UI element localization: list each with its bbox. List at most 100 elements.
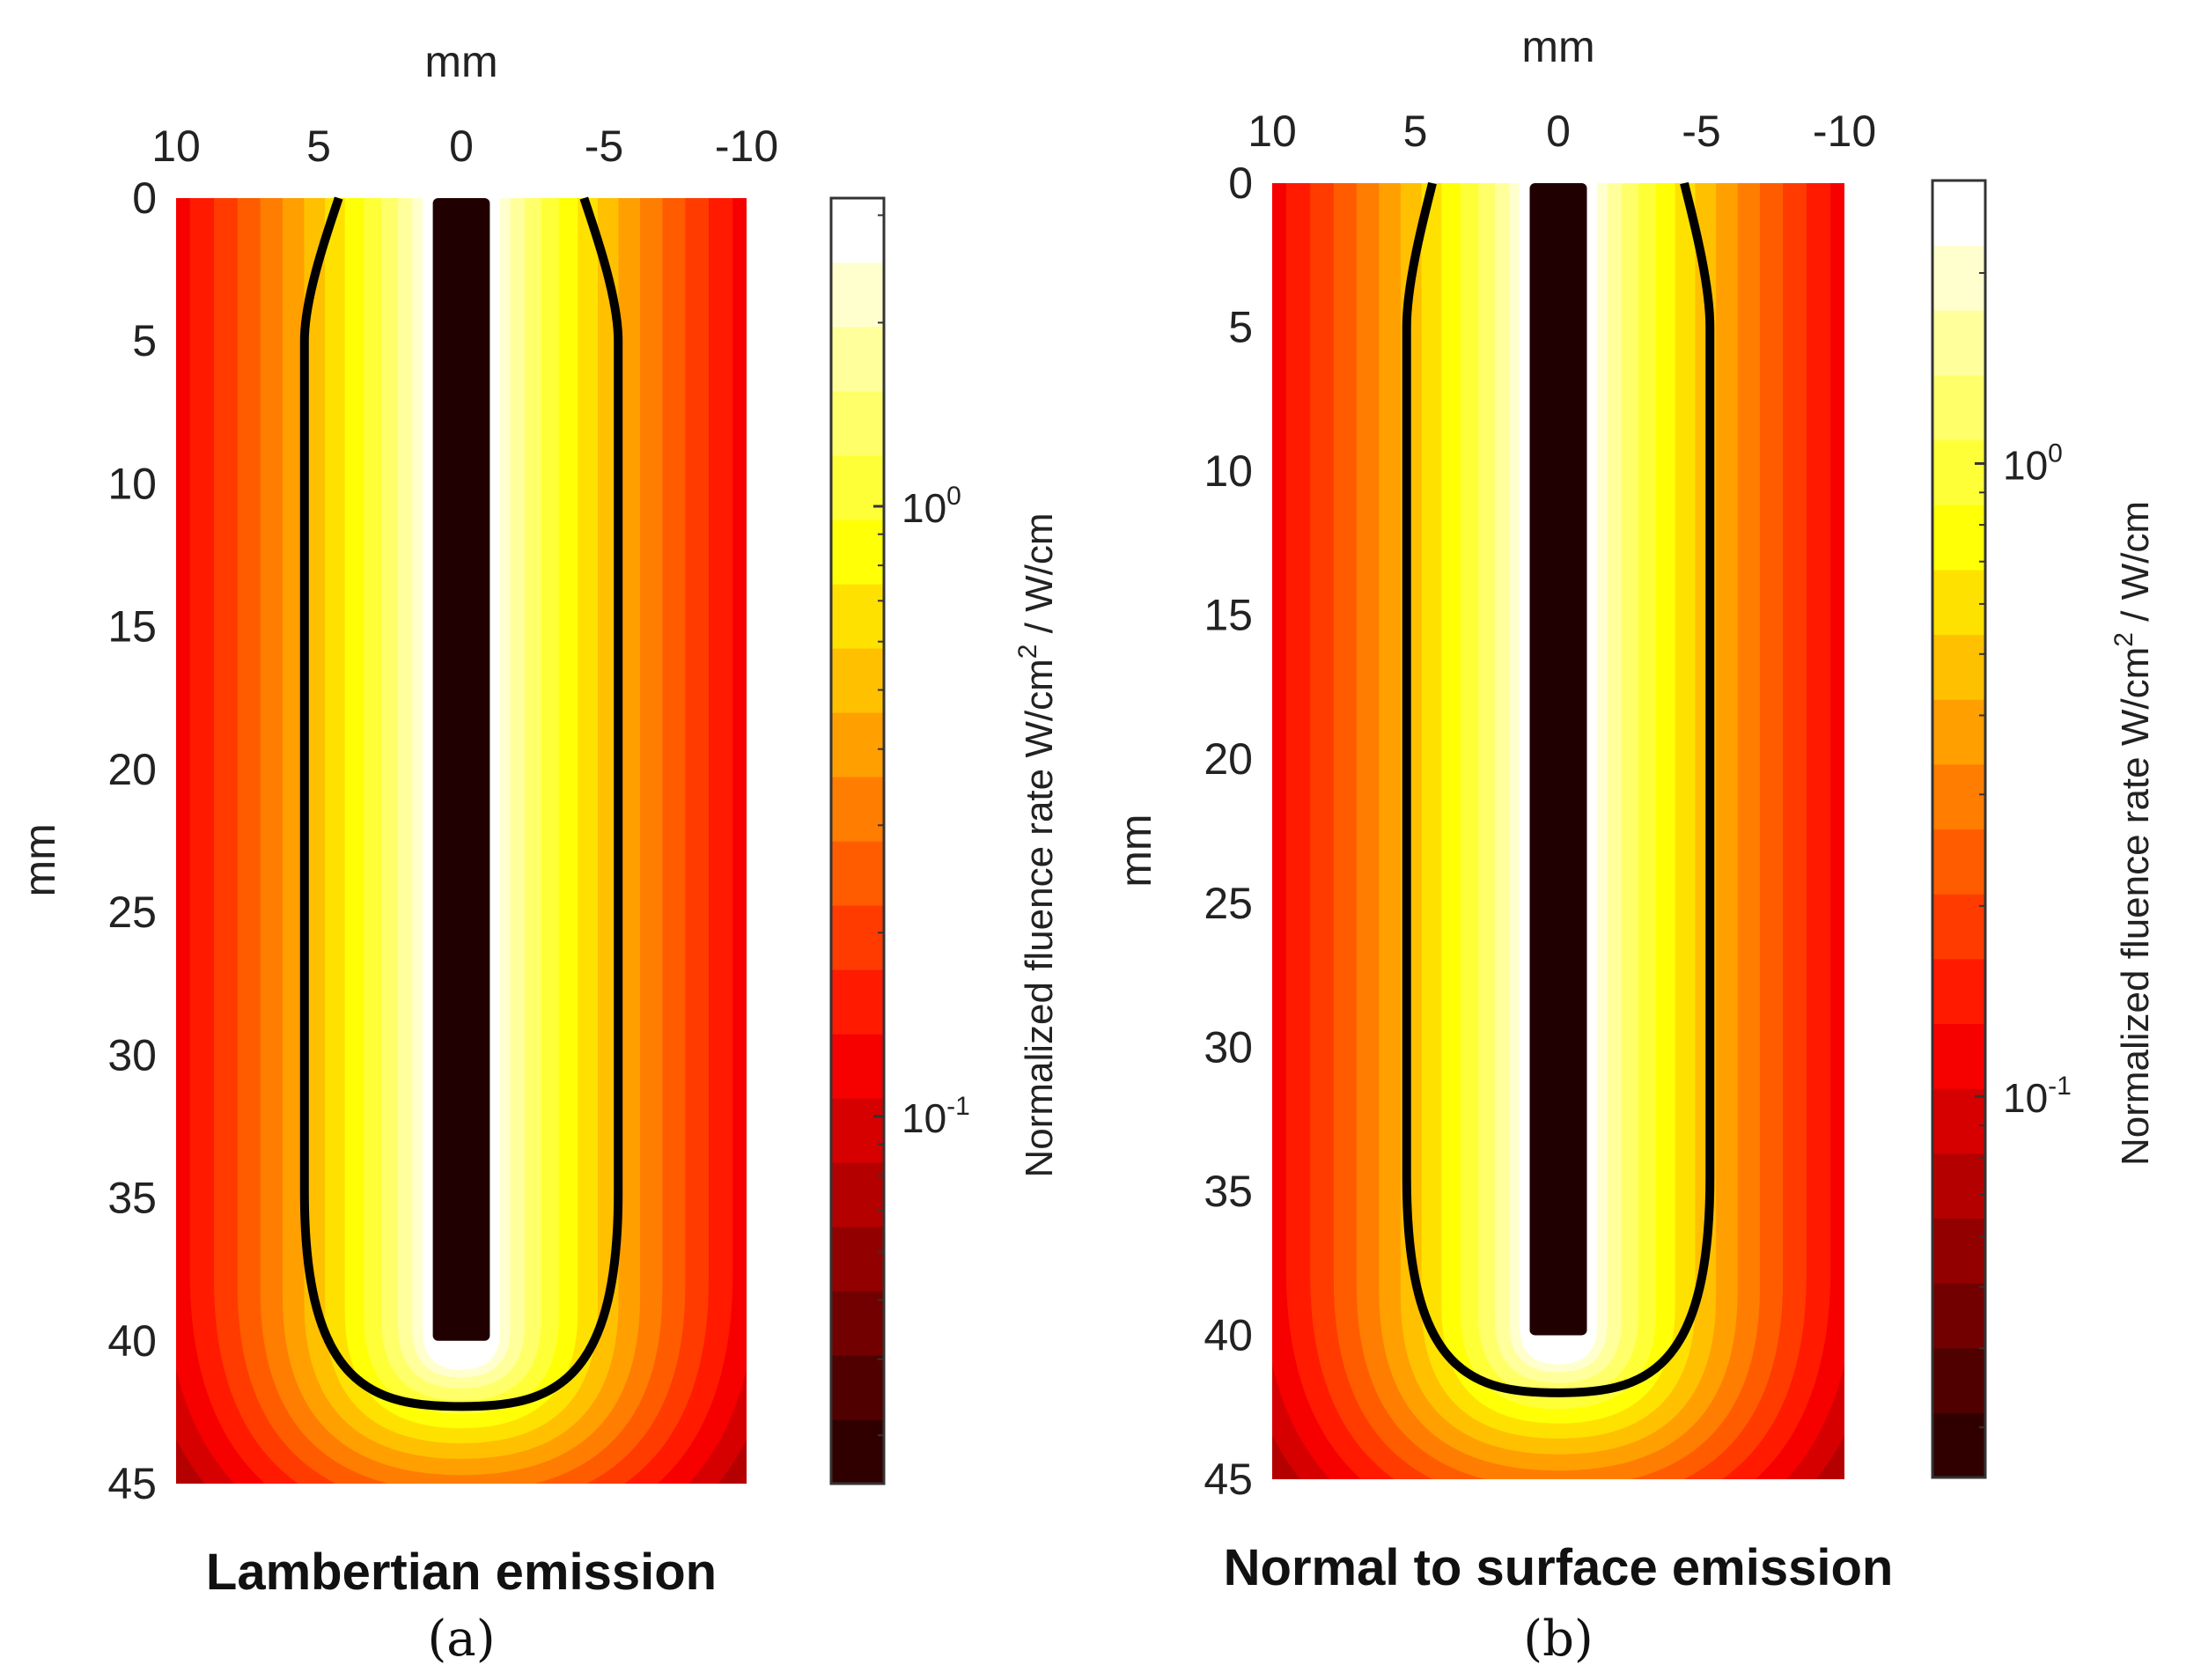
colorbar-ticks: 10-1 100 — [873, 214, 970, 1437]
x-axis-label: mm — [424, 37, 497, 86]
y-tick-label: 20 — [107, 745, 157, 794]
colorbar-segment — [1932, 958, 1985, 1025]
colorbar-label: Normalized fluence rate W/cm2 / W/cm — [2109, 501, 2157, 1166]
colorbar-segment — [1932, 1153, 1985, 1219]
y-tick-label: 5 — [1228, 303, 1253, 352]
y-axis-label: mm — [15, 823, 64, 896]
y-axis-ticks: 0 5 10 15 20 25 30 35 40 45 — [107, 173, 157, 1508]
x-tick-label: -10 — [715, 122, 778, 171]
colorbar-segment — [831, 648, 884, 713]
y-tick-label: 10 — [1204, 446, 1253, 496]
colorbar-segment — [1932, 894, 1985, 960]
colorbar-ticks: 10-1 100 — [1975, 272, 2072, 1429]
colorbar-segment — [1932, 245, 1985, 311]
y-tick-label: 10 — [107, 459, 157, 508]
heatmap-contour-levels — [176, 198, 747, 1484]
y-tick-label: 15 — [1204, 591, 1253, 640]
colorbar-segment — [831, 1034, 884, 1099]
x-tick-label: 0 — [449, 122, 474, 171]
y-tick-label: 30 — [1204, 1022, 1253, 1072]
colorbar-segment — [831, 198, 884, 263]
colorbar-segment — [831, 584, 884, 649]
y-tick-label: 30 — [107, 1030, 157, 1079]
y-axis-ticks: 0 5 10 15 20 25 30 35 40 45 — [1204, 158, 1253, 1504]
x-axis-label: mm — [1521, 22, 1594, 71]
y-tick-label: 40 — [1204, 1310, 1253, 1359]
colorbar-segment — [1932, 1283, 1985, 1349]
colorbar-segment — [1932, 569, 1985, 636]
colorbar-label: Normalized fluence rate W/cm2 / W/cm — [1013, 512, 1061, 1177]
x-tick-label: -10 — [1813, 107, 1876, 156]
colorbar-segment — [831, 969, 884, 1035]
x-tick-label: 5 — [306, 122, 331, 171]
fiber-source — [1529, 183, 1587, 1336]
y-tick-label: 35 — [107, 1174, 157, 1223]
colorbar-segment — [831, 519, 884, 585]
colorbar-segment — [1932, 1023, 1985, 1089]
colorbar-segment — [1932, 310, 1985, 376]
y-axis-label: mm — [1111, 814, 1160, 887]
colorbar-segment — [831, 905, 884, 970]
x-tick-label: 10 — [151, 122, 201, 171]
panel-caption: Lambertian emission — [206, 1544, 717, 1601]
colorbar-segment — [831, 1227, 884, 1292]
colorbar-tick-label: 100 — [902, 482, 961, 531]
panel-letter: (a) — [427, 1610, 495, 1668]
x-axis-ticks: 10 5 0 -5 -10 — [1248, 107, 1876, 156]
y-tick-label: 0 — [132, 173, 157, 223]
colorbar-segment — [1932, 374, 1985, 441]
colorbar-segment — [1932, 439, 1985, 505]
colorbar-segment — [831, 1419, 884, 1485]
panel-caption: Normal to surface emission — [1224, 1539, 1894, 1596]
colorbar-segment — [831, 262, 884, 328]
threshold-contour — [299, 196, 623, 1411]
colorbar-segment — [1932, 634, 1985, 700]
colorbar-tick-label: 100 — [2003, 438, 2063, 488]
colorbar-segment — [831, 841, 884, 906]
x-tick-label: -5 — [585, 122, 623, 171]
x-tick-label: 5 — [1403, 107, 1428, 156]
colorbar-tick-label: 10-1 — [902, 1092, 970, 1141]
colorbar-segment — [1932, 1347, 1985, 1413]
x-tick-label: 10 — [1248, 107, 1297, 156]
y-tick-label: 45 — [107, 1459, 157, 1508]
colorbar-segment — [831, 1291, 884, 1356]
x-tick-label: 0 — [1546, 107, 1571, 156]
fiber-source — [432, 198, 490, 1341]
colorbar-segment — [1932, 699, 1985, 765]
y-tick-label: 35 — [1204, 1167, 1253, 1216]
colorbar-segment — [831, 391, 884, 456]
y-tick-label: 25 — [1204, 879, 1253, 928]
colorbar-segment — [831, 712, 884, 777]
colorbar-segment — [831, 1098, 884, 1163]
colorbar-segment — [1932, 181, 1985, 247]
x-axis-ticks: 10 5 0 -5 -10 — [151, 122, 778, 171]
y-tick-label: 25 — [107, 888, 157, 937]
colorbar-segment — [1932, 1218, 1985, 1284]
y-tick-label: 0 — [1228, 158, 1253, 208]
colorbar — [1931, 179, 1987, 1479]
colorbar-segment — [1932, 1412, 1985, 1478]
colorbar-segment — [831, 1355, 884, 1420]
colorbar-segment — [1932, 763, 1985, 830]
colorbar-segment — [1932, 1088, 1985, 1154]
colorbar-segment — [1932, 505, 1985, 571]
colorbar — [829, 196, 886, 1485]
colorbar-segment — [831, 1162, 884, 1227]
threshold-contour — [1402, 181, 1715, 1397]
y-tick-label: 20 — [1204, 734, 1253, 784]
y-tick-label: 40 — [107, 1316, 157, 1366]
panel-letter: (b) — [1523, 1610, 1594, 1668]
y-tick-label: 5 — [132, 316, 157, 365]
x-tick-label: -5 — [1682, 107, 1720, 156]
colorbar-segment — [831, 455, 884, 520]
colorbar-segment — [831, 327, 884, 392]
y-tick-label: 15 — [107, 602, 157, 652]
colorbar-segment — [1932, 829, 1985, 895]
y-tick-label: 45 — [1204, 1455, 1253, 1504]
colorbar-segment — [831, 777, 884, 842]
colorbar-tick-label: 10-1 — [2003, 1072, 2072, 1121]
